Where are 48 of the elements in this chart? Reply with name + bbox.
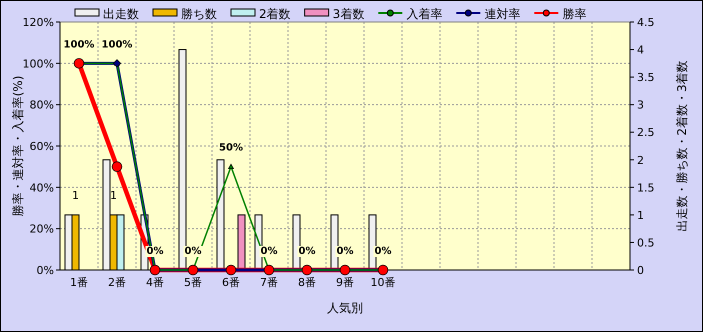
legend-label: 勝ち数: [181, 7, 217, 21]
legend-label: 勝率: [562, 7, 586, 21]
y2-tick-label: 1.5: [637, 181, 654, 194]
data-label: 0%: [146, 246, 164, 257]
data-label: 0%: [184, 246, 202, 257]
y-tick-label: 80%: [30, 98, 54, 112]
y-axis-title: 勝率・連対率・入着率(%): [11, 76, 25, 216]
legend-label: 2着数: [259, 7, 291, 21]
x-axis-title: 人気別: [327, 301, 363, 315]
y2-tick-label: 1: [637, 208, 644, 222]
y-tick-label: 0%: [36, 264, 54, 277]
data-label: 1: [110, 188, 117, 202]
x-tick-label: 4番: [146, 276, 164, 289]
data-label: 0%: [260, 246, 278, 257]
point: [112, 161, 122, 172]
y2-tick-label: 3.5: [637, 71, 654, 84]
y2-tick-label: 2: [637, 154, 644, 167]
x-tick-label: 6番: [222, 276, 240, 289]
x-tick-label: 9番: [336, 276, 354, 289]
data-label: 50%: [219, 142, 243, 154]
y2-tick-label: 0: [637, 264, 644, 277]
legend-label: 出走数: [103, 7, 139, 21]
x-tick-label: 5番: [184, 276, 202, 289]
y2-axis-title: 出走数・勝ち数・2着数・3着数: [675, 60, 689, 232]
data-label: 0%: [374, 246, 392, 257]
legend-label: 3着数: [332, 7, 364, 21]
y2-tick-label: 4.5: [637, 16, 654, 29]
y2-tick-label: 2.5: [637, 126, 654, 140]
x-tick-label: 8番: [298, 276, 316, 289]
x-tick-label: 1番: [70, 276, 88, 289]
x-tick-label: 2番: [108, 276, 126, 289]
data-label: 1: [72, 188, 79, 202]
y2-tick-label: 3: [637, 98, 644, 112]
y-tick-label: 100%: [22, 57, 54, 70]
y-tick-label: 60%: [30, 140, 54, 153]
y2-tick-label: 4: [637, 44, 644, 57]
data-label: 0%: [298, 246, 316, 257]
x-tick-label: 10番: [370, 276, 396, 289]
legend-label: 連対率: [484, 7, 520, 21]
y-tick-label: 20%: [30, 222, 54, 236]
y-tick-label: 40%: [30, 181, 54, 194]
x-tick-label: 7番: [260, 276, 278, 289]
data-label: 100%: [102, 39, 132, 50]
legend-label: 入着率: [406, 7, 442, 21]
data-label: 0%: [336, 246, 354, 257]
y-tick-label: 120%: [22, 16, 54, 29]
y2-tick-label: 0.5: [637, 236, 654, 250]
data-label: 100%: [64, 39, 94, 50]
